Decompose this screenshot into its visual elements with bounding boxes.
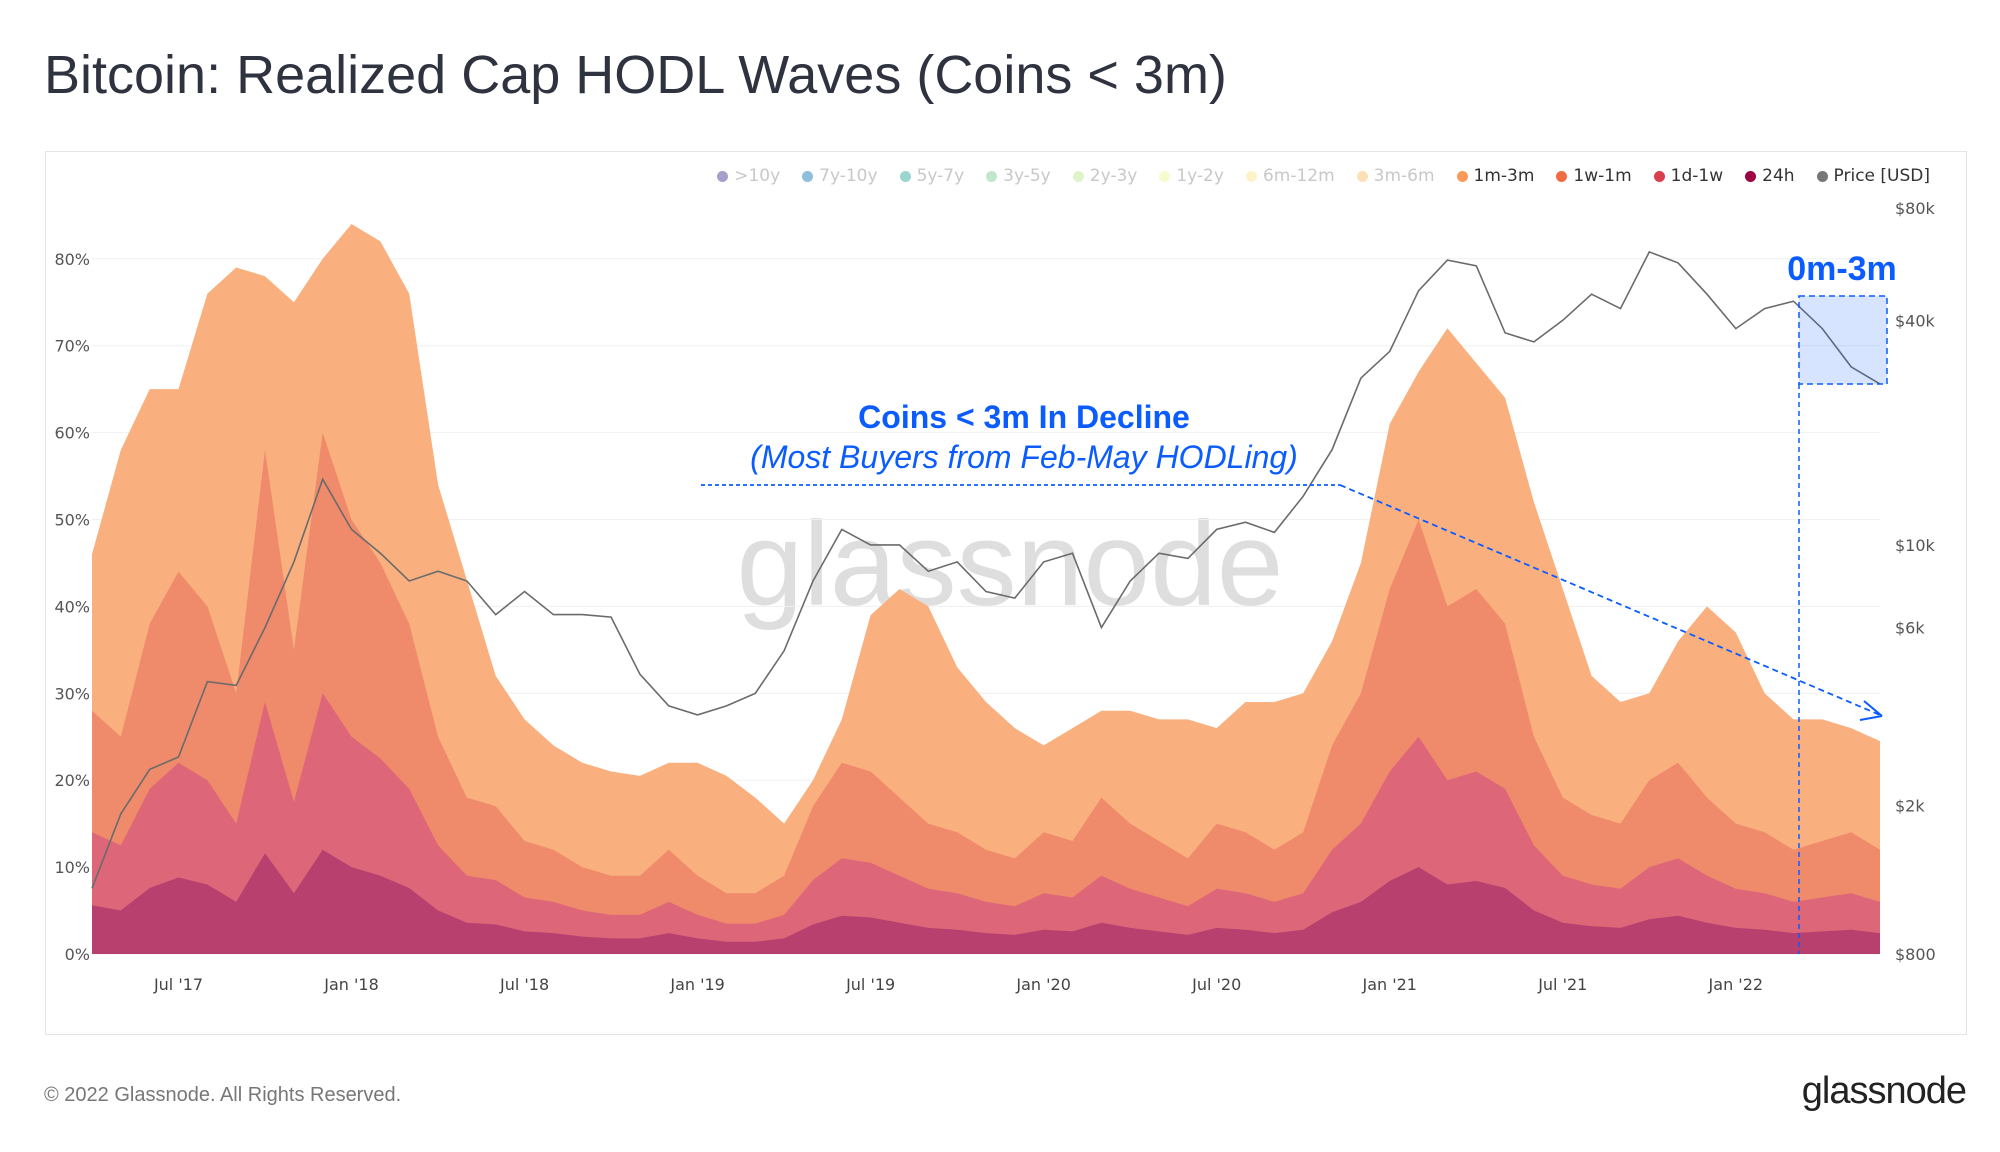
x-tick-label: Jul '21 (1537, 975, 1587, 994)
legend-item[interactable]: 1w-1m (1556, 166, 1632, 186)
legend-dot-icon (1356, 170, 1368, 182)
y2-tick-label: $80k (1895, 199, 1936, 218)
y2-tick-label: $40k (1895, 311, 1936, 330)
glassnode-logo[interactable]: glassnode (1801, 1070, 1967, 1112)
x-tick-label: Jul '19 (845, 975, 895, 994)
legend-item[interactable]: 5y-7y (899, 166, 965, 186)
y-tick-label: 70% (54, 337, 90, 356)
annotation-subtitle: (Most Buyers from Feb-May HODLing) (750, 439, 1298, 475)
legend-item[interactable]: 1m-3m (1456, 166, 1535, 186)
legend-label: 1m-3m (1473, 166, 1535, 186)
x-tick-label: Jan '18 (323, 975, 379, 994)
legend-label: 1d-1w (1670, 166, 1724, 186)
box-label: 0m-3m (1787, 250, 1897, 288)
legend-label: 24h (1762, 166, 1795, 186)
arrow-head-icon (1859, 700, 1883, 721)
legend-dot-icon (1159, 170, 1171, 182)
x-tick-label: Jul '17 (153, 975, 203, 994)
legend-item[interactable]: 2y-3y (1072, 166, 1138, 186)
legend-item[interactable]: 6m-12m (1245, 166, 1335, 186)
y-tick-label: 60% (54, 424, 90, 443)
legend-item[interactable]: >10y (717, 166, 780, 186)
x-tick-label: Jul '20 (1191, 975, 1241, 994)
legend-dot-icon (717, 170, 729, 182)
legend-dot-icon (986, 170, 998, 182)
legend-dot-icon (1245, 170, 1257, 182)
legend-dot-icon (899, 170, 911, 182)
y-tick-label: 50% (54, 511, 90, 530)
area-24h (92, 849, 1880, 954)
y-tick-label: 30% (54, 684, 90, 703)
legend-dot-icon (1072, 170, 1084, 182)
legend-dot-icon (802, 170, 814, 182)
legend-item[interactable]: 1d-1w (1653, 166, 1724, 186)
legend-dot-icon (1456, 170, 1468, 182)
watermark: glassnode (736, 497, 1283, 631)
trend-arrow-line (1339, 484, 1881, 716)
legend-item[interactable]: 3m-6m (1356, 166, 1435, 186)
x-tick-label: Jul '18 (499, 975, 549, 994)
legend-item[interactable]: Price [USD] (1816, 166, 1930, 186)
page-title: Bitcoin: Realized Cap HODL Waves (Coins … (44, 45, 1227, 105)
legend-item[interactable]: 7y-10y (802, 166, 878, 186)
legend-item[interactable]: 3y-5y (986, 166, 1051, 186)
legend-label: Price [USD] (1833, 166, 1930, 186)
y2-tick-label: $6k (1895, 619, 1925, 638)
legend-dot-icon (1653, 170, 1665, 182)
legend-label: 7y-10y (819, 166, 878, 186)
legend-label: 1y-2y (1176, 166, 1224, 186)
y2-tick-label: $2k (1895, 797, 1925, 816)
x-tick-label: Jan '19 (669, 975, 725, 994)
legend-dot-icon (1816, 170, 1828, 182)
legend-dot-icon (1745, 170, 1757, 182)
x-tick-label: Jan '21 (1361, 975, 1417, 994)
y-tick-label: 20% (54, 771, 90, 790)
x-tick-label: Jan '20 (1015, 975, 1071, 994)
x-tick-label: Jan '22 (1708, 975, 1764, 994)
y2-tick-label: $800 (1895, 945, 1936, 964)
y-tick-label: 80% (54, 250, 90, 269)
legend-label: 3m-6m (1373, 166, 1435, 186)
price-line (91, 250, 1881, 889)
legend-label: 1w-1m (1573, 166, 1632, 186)
y2-tick-label: $10k (1895, 536, 1936, 555)
legend: >10y 7y-10y 5y-7y 3y-5y 2y-3y 1y-2y 6m-12m 3m-6… (717, 166, 1930, 186)
chart-frame (45, 151, 1967, 1035)
legend-dot-icon (1556, 170, 1568, 182)
legend-item[interactable]: 1y-2y (1159, 166, 1224, 186)
y-tick-label: 10% (54, 858, 90, 877)
legend-label: 2y-3y (1089, 166, 1138, 186)
y-tick-label: 40% (54, 597, 90, 616)
legend-label: 6m-12m (1262, 166, 1335, 186)
legend-label: 3y-5y (1003, 166, 1051, 186)
highlight-box (1798, 295, 1888, 385)
legend-label: 5y-7y (916, 166, 965, 186)
legend-item[interactable]: 24h (1745, 166, 1795, 186)
copyright: © 2022 Glassnode. All Rights Reserved. (44, 1084, 402, 1106)
annotation-title: Coins < 3m In Decline (858, 399, 1190, 435)
legend-label: >10y (734, 166, 781, 186)
y-tick-label: 0% (65, 945, 90, 964)
